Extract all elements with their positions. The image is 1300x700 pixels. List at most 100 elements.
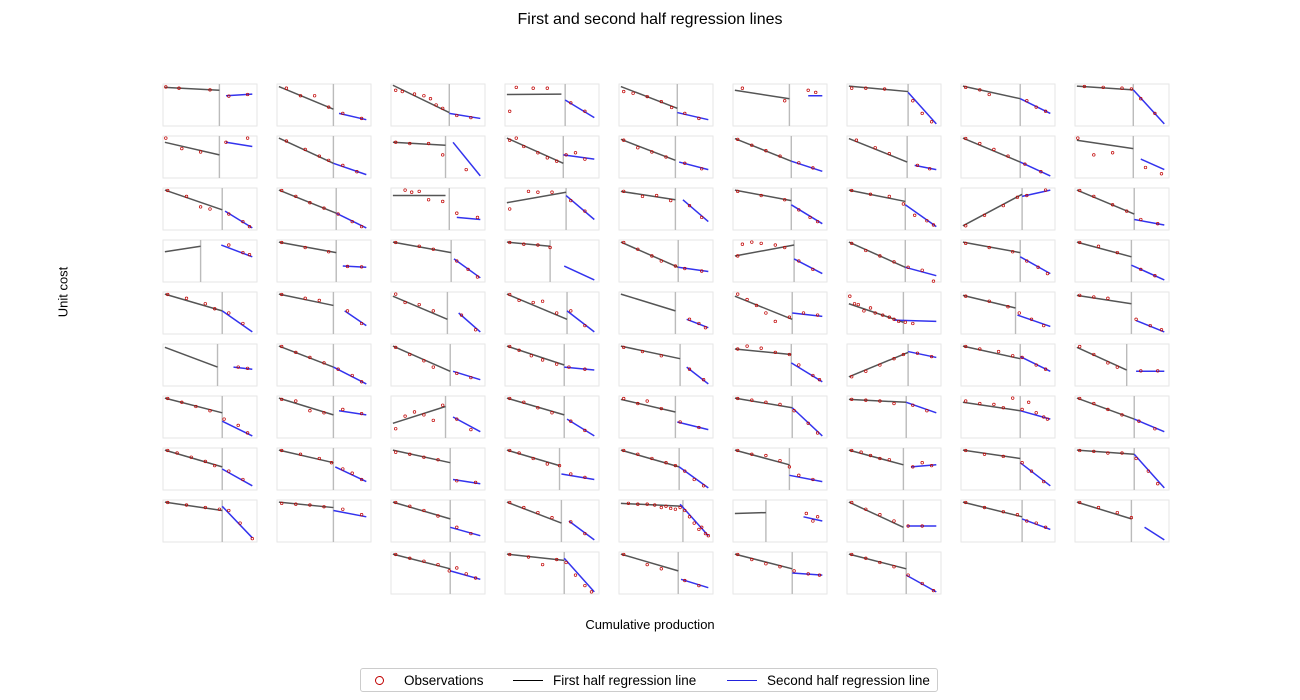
observation-point <box>177 86 181 90</box>
observation-point <box>1011 396 1015 400</box>
second-half-regression-line <box>1131 264 1165 281</box>
observation-point <box>1011 250 1015 254</box>
panel <box>390 83 486 127</box>
panel-frame <box>960 187 1056 231</box>
observation-point <box>359 224 364 229</box>
observation-point <box>636 401 640 406</box>
observation-point <box>622 89 626 94</box>
panel-frame <box>390 239 486 283</box>
observation-point <box>308 201 312 205</box>
observation-point <box>736 448 740 453</box>
observation-point <box>978 88 982 92</box>
observation-point <box>750 240 754 244</box>
observation-point <box>294 399 298 403</box>
observation-point <box>459 313 464 317</box>
observation-point <box>797 363 801 367</box>
observation-point <box>653 503 657 507</box>
observation-point <box>645 399 649 403</box>
observation-point <box>180 400 184 404</box>
second-half-regression-line <box>225 93 253 97</box>
observation-point <box>441 199 445 204</box>
first-half-regression-line <box>1076 346 1128 371</box>
observation-point <box>811 477 815 482</box>
panel-frame <box>732 135 828 179</box>
observation-point <box>327 250 331 254</box>
observation-point <box>394 552 398 557</box>
observation-point <box>631 91 635 95</box>
second-half-regression-line <box>1017 314 1051 328</box>
panel-frame <box>504 291 600 335</box>
observation-point <box>645 502 649 506</box>
observation-point <box>808 215 812 220</box>
observation-point <box>508 240 512 245</box>
observation-point <box>1015 195 1020 199</box>
panel <box>276 291 372 335</box>
panel-frame <box>1074 291 1170 335</box>
first-half-regression-line <box>962 85 1021 100</box>
legend-label-observations: Observations <box>404 672 484 688</box>
first-half-regression-line <box>620 345 681 360</box>
first-half-regression-line <box>962 241 1021 254</box>
observation-point <box>1092 401 1096 406</box>
observation-point <box>659 505 663 510</box>
observation-point <box>1139 217 1143 222</box>
first-half-regression-line <box>734 189 792 202</box>
observation-point <box>1146 469 1150 473</box>
observation-point <box>294 194 298 199</box>
observation-point <box>280 240 284 245</box>
first-half-regression-line <box>506 553 565 562</box>
observation-point <box>247 253 252 257</box>
first-half-regression-line <box>734 511 766 515</box>
observation-point <box>359 513 364 517</box>
panel <box>276 83 372 127</box>
first-half-regression-line <box>734 397 793 409</box>
first-half-regression-line <box>506 293 568 320</box>
observation-point <box>1025 259 1029 263</box>
first-half-regression-line <box>848 189 906 203</box>
observation-point <box>759 193 763 198</box>
observation-point <box>1078 240 1082 245</box>
observation-point <box>687 367 692 371</box>
observation-point <box>536 243 540 247</box>
panel-frame <box>162 187 258 231</box>
observation-point <box>1001 203 1005 208</box>
second-half-regression-line <box>566 310 595 333</box>
observation-point <box>303 245 307 250</box>
observation-point <box>436 562 440 567</box>
first-half-regression-line <box>1076 449 1135 456</box>
observation-point <box>673 463 678 468</box>
panel <box>960 187 1056 231</box>
first-half-regression-line <box>164 346 218 368</box>
observation-point <box>817 378 822 382</box>
panel-frame <box>846 447 942 491</box>
first-half-regression-line <box>506 449 560 467</box>
observation-point <box>227 212 231 216</box>
observation-point <box>475 215 480 220</box>
observation-point <box>394 292 398 296</box>
observation-point <box>964 448 968 453</box>
observation-point <box>441 153 445 157</box>
panel-frame <box>390 291 486 335</box>
panel-frame <box>618 447 714 491</box>
observation-point <box>868 453 873 458</box>
second-half-regression-line <box>677 111 709 121</box>
observation-point <box>811 267 815 272</box>
observation-point <box>1106 407 1110 412</box>
panel <box>504 395 600 439</box>
observation-point <box>925 219 929 223</box>
panel <box>276 343 372 387</box>
first-half-regression-line <box>848 449 904 466</box>
first-half-regression-line <box>164 86 220 92</box>
observation-point <box>317 298 321 303</box>
panel <box>846 395 942 439</box>
observation-point <box>280 397 284 402</box>
second-half-regression-line <box>452 478 481 485</box>
observation-point <box>700 215 704 220</box>
observation-point <box>1134 317 1138 321</box>
panel-frame <box>960 83 1056 127</box>
panel-frame <box>390 395 486 439</box>
observation-point <box>701 378 706 382</box>
second-half-regression-line <box>224 210 253 229</box>
observation-point <box>1001 510 1005 514</box>
panel <box>1074 135 1170 179</box>
